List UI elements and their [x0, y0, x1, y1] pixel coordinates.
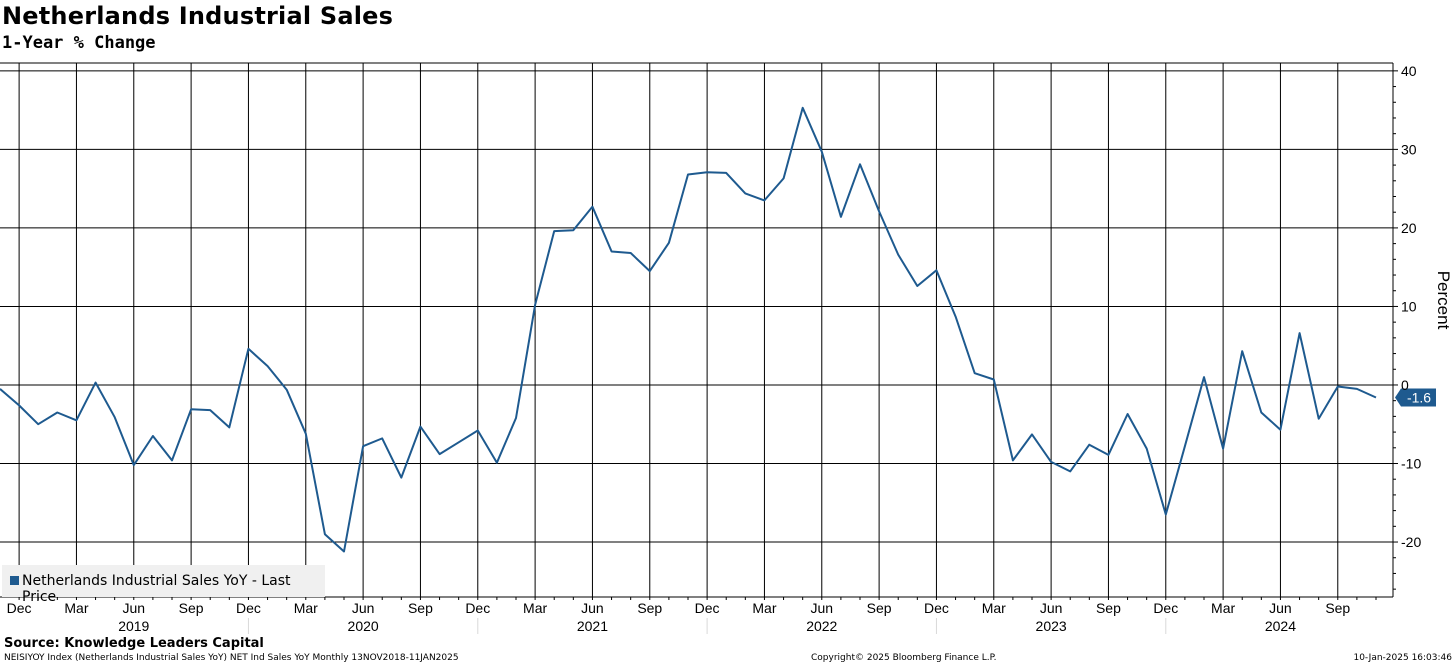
x-tick-label-month: Dec — [465, 600, 490, 616]
footer-copyright: Copyright© 2025 Bloomberg Finance L.P. — [811, 653, 997, 663]
y-tick-label: 0 — [1401, 377, 1409, 393]
chart-subtitle: 1-Year % Change — [2, 33, 156, 53]
x-tick-label-month: Dec — [1153, 600, 1178, 616]
x-tick-label-year: 2020 — [348, 618, 379, 634]
y-tick-label: 20 — [1401, 220, 1417, 236]
x-tick-label-month: Jun — [810, 600, 833, 616]
last-value-tag — [1395, 388, 1436, 407]
series-line — [0, 106, 1377, 553]
last-value-label: -1.6 — [1407, 390, 1431, 406]
x-tick-label-month: Mar — [523, 600, 547, 616]
x-tick-label-month: Sep — [867, 600, 892, 616]
x-tick-label-month: Mar — [982, 600, 1006, 616]
chart-grid — [0, 63, 1393, 597]
x-axis: Dec Mar Jun Sep Dec Mar Jun Sep Dec Mar Jun Sep Dec M… — [7, 597, 1377, 634]
x-tick-label-month: Mar — [294, 600, 318, 616]
x-tick-label-month: Dec — [236, 600, 261, 616]
x-tick-label-year: 2023 — [1036, 618, 1067, 634]
legend-label: Netherlands Industrial Sales YoY - Last … — [22, 573, 291, 605]
x-tick-label-month: Sep — [1325, 600, 1350, 616]
y-axis-label: Percent — [1434, 271, 1453, 330]
x-tick-label-month: Mar — [64, 600, 88, 616]
x-tick-label-month: Jun — [352, 600, 375, 616]
legend: Netherlands Industrial Sales YoY - Last … — [2, 565, 325, 605]
legend-swatch — [10, 576, 19, 585]
y-tick-label: 30 — [1401, 141, 1417, 157]
y-tick-label: -20 — [1401, 534, 1421, 550]
plot-frame — [0, 62, 1394, 598]
x-tick-label-month: Jun — [1040, 600, 1063, 616]
x-tick-label-month: Dec — [7, 600, 32, 616]
x-tick-label-month: Dec — [924, 600, 949, 616]
x-tick-label-year: 2024 — [1265, 618, 1296, 634]
x-tick-label-month: Jun — [1269, 600, 1292, 616]
y-tick-label: 40 — [1401, 63, 1417, 79]
y-tick-label: 10 — [1401, 298, 1417, 314]
x-tick-label-month: Mar — [752, 600, 776, 616]
x-tick-label-month: Sep — [1096, 600, 1121, 616]
y-tick-label: -10 — [1401, 456, 1421, 472]
x-tick-label-year: 2022 — [806, 618, 837, 634]
source-note: Source: Knowledge Leaders Capital — [4, 636, 264, 651]
x-tick-label-month: Mar — [1211, 600, 1235, 616]
x-tick-label-month: Jun — [581, 600, 604, 616]
chart-title: Netherlands Industrial Sales — [2, 2, 394, 30]
x-tick-label-month: Jun — [122, 600, 145, 616]
x-tick-label-month: Dec — [695, 600, 720, 616]
x-tick-label-year: 2021 — [577, 618, 608, 634]
x-tick-label-month: Sep — [408, 600, 433, 616]
x-tick-label-year: 2019 — [118, 618, 149, 634]
y-axis: 40 30 20 10 0 -10 -20 — [1393, 63, 1421, 590]
series-group: -1.6 — [0, 106, 1436, 553]
footer-timestamp: 10-Jan-2025 16:03:46 — [1353, 653, 1452, 663]
x-tick-label-month: Sep — [179, 600, 204, 616]
footer-series-info: NEISIYOY Index (Netherlands Industrial S… — [4, 653, 459, 663]
x-tick-label-month: Sep — [637, 600, 662, 616]
